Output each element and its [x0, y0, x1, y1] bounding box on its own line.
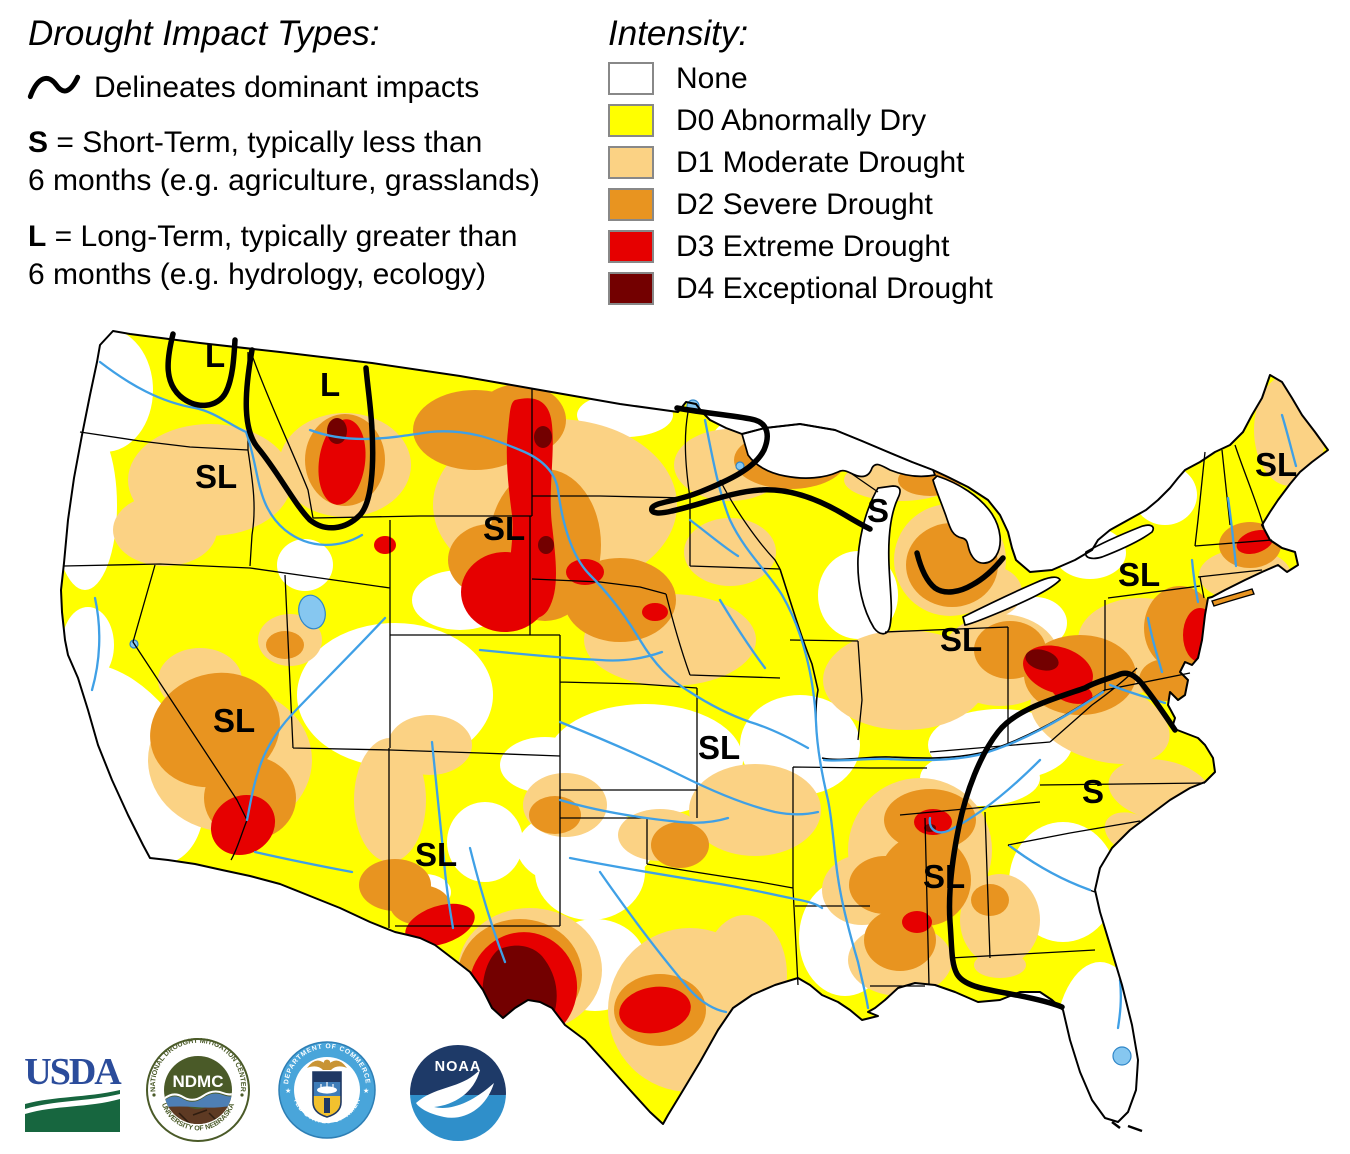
legend-label-d3: D3 Extreme Drought: [676, 229, 950, 263]
swatch-d0: [608, 104, 654, 137]
legend-row-none: None: [608, 62, 993, 95]
delineates-label: Delineates dominant impacts: [94, 71, 480, 104]
legend-row-d3: D3 Extreme Drought: [608, 230, 993, 263]
legend-row-d4: D4 Exceptional Drought: [608, 272, 993, 305]
legend-label-none: None: [676, 61, 748, 95]
long-key: L: [28, 220, 47, 253]
squiggle-icon: [27, 74, 81, 100]
noaa-logo: NOAA: [410, 1045, 506, 1141]
map-label: SL: [415, 836, 457, 873]
map-label: SL: [213, 702, 255, 739]
map-label: L: [320, 366, 340, 403]
lake-huron: [932, 475, 1002, 564]
long-line2: 6 months (e.g. hydrology, ecology): [28, 258, 487, 291]
legend-label-d4: D4 Exceptional Drought: [676, 271, 993, 305]
map-label: SL: [698, 729, 740, 766]
great-salt-lake: [298, 594, 326, 630]
legend-row-d1: D1 Moderate Drought: [608, 146, 993, 179]
legend-label-d2: D2 Severe Drought: [676, 187, 933, 221]
small-lakes: [129, 399, 1132, 1066]
impact-labels: L L SL SL S SL SL SL SL SL SL S SL: [195, 337, 1297, 895]
commerce-eagle-shield: [307, 1059, 347, 1118]
long-island: [1211, 588, 1255, 607]
map-label: SL: [940, 621, 982, 658]
legend-row-d2: D2 Severe Drought: [608, 188, 993, 221]
map-label: L: [205, 337, 225, 374]
usda-logo: USDA: [24, 1052, 124, 1132]
rivers: [90, 360, 1298, 1030]
intensity-legend-title: Intensity:: [608, 14, 749, 53]
ndmc-text: NDMC: [173, 1072, 224, 1091]
long-text: = Long-Term, typically greater than: [46, 220, 518, 253]
map-label: S: [1082, 773, 1104, 810]
legend-row-d0: D0 Abnormally Dry: [608, 104, 993, 137]
state-borders: [63, 352, 1273, 987]
long-term-definition: L = Long-Term, typically greater than 6 …: [28, 218, 517, 294]
lake-okeechobee: [1112, 1046, 1132, 1066]
commerce-star-right: ★: [363, 1087, 369, 1095]
legend-label-d1: D1 Moderate Drought: [676, 145, 965, 179]
impact-delineation-row: Delineates dominant impacts: [26, 66, 479, 110]
commerce-star-left: ★: [285, 1087, 291, 1095]
drought-layer: [61, 331, 1326, 1124]
lake-michigan: [857, 485, 901, 635]
florida-keys: [1111, 1121, 1143, 1133]
swatch-d3: [608, 230, 654, 263]
map-label: SL: [1118, 556, 1160, 593]
map-label: SL: [483, 510, 525, 547]
great-lakes: [740, 423, 1155, 635]
noaa-bird: [416, 1070, 494, 1118]
map-label: SL: [195, 458, 237, 495]
swatch-d1: [608, 146, 654, 179]
swatch-d2: [608, 188, 654, 221]
impact-legend-title: Drought Impact Types:: [28, 14, 380, 53]
swatch-none: [608, 62, 654, 95]
ndmc-logo: NATIONAL DROUGHT MITIGATION CENTER UNIVE…: [146, 1038, 250, 1142]
map-label: S: [867, 492, 889, 529]
intensity-legend: None D0 Abnormally Dry D1 Moderate Droug…: [608, 62, 993, 314]
map-label: SL: [923, 858, 965, 895]
lake-ontario: [1084, 524, 1155, 560]
legend-label-d0: D0 Abnormally Dry: [676, 103, 927, 137]
short-line2: 6 months (e.g. agriculture, grasslands): [28, 164, 540, 197]
usda-text: USDA: [24, 1052, 122, 1093]
swatch-d4: [608, 272, 654, 305]
lake-superior: [740, 423, 937, 479]
map-label: SL: [1255, 446, 1297, 483]
commerce-logo: DEPARTMENT OF COMMERCE UNITED STATES OF …: [277, 1040, 376, 1139]
noaa-text: NOAA: [435, 1059, 482, 1075]
short-key: S: [28, 126, 49, 159]
short-term-definition: S = Short-Term, typically less than 6 mo…: [28, 124, 540, 200]
lake-erie: [962, 576, 1061, 626]
impact-delineation-lines: [165, 331, 1178, 1010]
short-text: = Short-Term, typically less than: [48, 126, 483, 159]
